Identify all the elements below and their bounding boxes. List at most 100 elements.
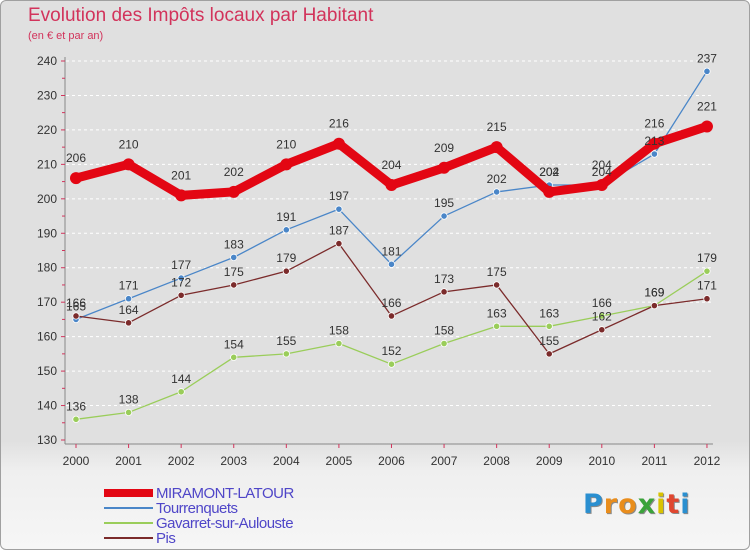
data-label-pis: 172 bbox=[171, 275, 191, 289]
chart-subtitle: (en € et par an) bbox=[28, 30, 104, 42]
data-label-miramont-latour: 202 bbox=[224, 165, 244, 179]
data-point-pis bbox=[124, 319, 133, 327]
x-tick-label: 2009 bbox=[536, 454, 563, 468]
data-point-pis bbox=[177, 291, 185, 299]
data-point-miramont-latour bbox=[543, 185, 556, 198]
data-label-miramont-latour: 206 bbox=[66, 151, 86, 165]
data-point-gavarret-sur-aulouste bbox=[387, 360, 396, 368]
x-tick-label: 2008 bbox=[483, 454, 510, 468]
data-point-miramont-latour bbox=[385, 179, 398, 192]
data-point-pis bbox=[650, 302, 658, 310]
data-point-gavarret-sur-aulouste bbox=[230, 353, 238, 361]
data-label-miramont-latour: 215 bbox=[487, 120, 507, 134]
data-point-miramont-latour bbox=[595, 179, 608, 192]
data-point-pis bbox=[387, 312, 396, 320]
y-tick-label: 220 bbox=[37, 123, 57, 137]
data-label-miramont-latour: 210 bbox=[119, 137, 139, 151]
data-point-tourrenquets bbox=[230, 253, 238, 261]
y-tick-label: 180 bbox=[37, 261, 57, 275]
data-point-gavarret-sur-aulouste bbox=[124, 408, 133, 417]
data-label-miramont-latour: 216 bbox=[644, 117, 664, 131]
data-label-tourrenquets: 165 bbox=[66, 299, 86, 313]
data-point-gavarret-sur-aulouste bbox=[282, 350, 290, 358]
y-tick-label: 150 bbox=[37, 364, 57, 378]
logo-letter: x bbox=[637, 489, 657, 520]
data-point-miramont-latour bbox=[438, 161, 451, 174]
data-point-miramont-latour bbox=[700, 120, 713, 133]
data-point-gavarret-sur-aulouste bbox=[440, 339, 448, 348]
data-point-gavarret-sur-aulouste bbox=[598, 312, 606, 320]
data-point-miramont-latour bbox=[70, 172, 82, 185]
data-point-tourrenquets bbox=[335, 205, 343, 213]
data-label-miramont-latour: 210 bbox=[276, 137, 296, 151]
data-label-pis: 164 bbox=[119, 303, 139, 317]
y-tick-label: 240 bbox=[37, 54, 57, 68]
x-tick-label: 2003 bbox=[220, 454, 247, 468]
chart-title: Evolution des Impôts locaux par Habitant bbox=[28, 5, 374, 26]
data-label-pis: 187 bbox=[329, 224, 349, 238]
y-tick-label: 200 bbox=[37, 192, 57, 206]
data-point-tourrenquets bbox=[440, 212, 448, 220]
data-label-pis: 175 bbox=[224, 265, 244, 279]
data-label-gavarret-sur-aulouste: 152 bbox=[381, 344, 401, 358]
data-point-gavarret-sur-aulouste bbox=[177, 388, 185, 396]
data-label-tourrenquets: 191 bbox=[276, 210, 296, 224]
data-point-pis bbox=[335, 240, 343, 248]
x-tick-label: 2005 bbox=[326, 454, 353, 468]
data-label-pis: 166 bbox=[381, 296, 401, 310]
data-label-gavarret-sur-aulouste: 163 bbox=[487, 306, 507, 320]
data-point-tourrenquets bbox=[124, 295, 133, 303]
logo-letter: P bbox=[583, 489, 604, 520]
data-point-pis bbox=[230, 281, 238, 289]
data-point-miramont-latour bbox=[332, 137, 345, 150]
x-tick-label: 2006 bbox=[378, 454, 405, 468]
logo-letter: t bbox=[666, 489, 681, 520]
legend-label-gavarret-sur-aulouste: Gavarret-sur-Aulouste bbox=[156, 515, 293, 532]
data-point-tourrenquets bbox=[493, 188, 501, 196]
x-tick-label: 2001 bbox=[115, 454, 142, 468]
data-label-gavarret-sur-aulouste: 166 bbox=[592, 296, 612, 310]
data-label-miramont-latour: 202 bbox=[539, 165, 559, 179]
data-label-miramont-latour: 209 bbox=[434, 141, 454, 155]
data-label-pis: 155 bbox=[539, 334, 559, 348]
data-point-miramont-latour bbox=[648, 137, 661, 150]
data-label-tourrenquets: 237 bbox=[697, 51, 717, 65]
data-label-tourrenquets: 202 bbox=[487, 172, 507, 186]
data-label-gavarret-sur-aulouste: 154 bbox=[224, 337, 244, 351]
y-tick-label: 230 bbox=[37, 88, 57, 102]
data-label-gavarret-sur-aulouste: 169 bbox=[644, 286, 664, 300]
data-label-pis: 162 bbox=[592, 310, 612, 324]
data-point-tourrenquets bbox=[387, 260, 396, 268]
x-tick-label: 2004 bbox=[273, 454, 300, 468]
data-label-gavarret-sur-aulouste: 138 bbox=[119, 392, 139, 406]
data-point-gavarret-sur-aulouste bbox=[493, 322, 501, 330]
data-label-miramont-latour: 221 bbox=[697, 99, 717, 113]
y-tick-label: 190 bbox=[37, 226, 57, 240]
data-point-pis bbox=[545, 350, 553, 358]
data-label-gavarret-sur-aulouste: 163 bbox=[539, 306, 559, 320]
data-label-tourrenquets: 195 bbox=[434, 196, 454, 210]
data-point-miramont-latour bbox=[280, 158, 293, 171]
data-label-miramont-latour: 204 bbox=[592, 158, 612, 172]
legend-label-pis: Pis bbox=[156, 530, 175, 547]
x-tick-label: 2010 bbox=[588, 454, 615, 468]
x-tick-label: 2011 bbox=[641, 454, 667, 468]
data-label-tourrenquets: 197 bbox=[329, 189, 349, 203]
data-label-gavarret-sur-aulouste: 136 bbox=[66, 399, 86, 413]
x-tick-label: 2007 bbox=[431, 454, 458, 468]
logo-letter: r bbox=[603, 489, 619, 520]
data-label-pis: 166 bbox=[66, 296, 86, 310]
logo-letter: i bbox=[656, 489, 667, 520]
data-label-pis: 173 bbox=[434, 272, 454, 286]
data-point-pis bbox=[598, 326, 606, 334]
data-label-pis: 179 bbox=[276, 251, 296, 265]
data-label-tourrenquets: 171 bbox=[119, 279, 139, 293]
data-label-gavarret-sur-aulouste: 158 bbox=[329, 324, 349, 338]
data-label-tourrenquets: 177 bbox=[171, 258, 191, 272]
data-label-gavarret-sur-aulouste: 155 bbox=[276, 334, 296, 348]
data-point-miramont-latour bbox=[227, 185, 240, 198]
data-label-tourrenquets: 204 bbox=[592, 165, 612, 179]
data-label-tourrenquets: 181 bbox=[381, 244, 401, 258]
logo-letter: i bbox=[680, 489, 691, 520]
